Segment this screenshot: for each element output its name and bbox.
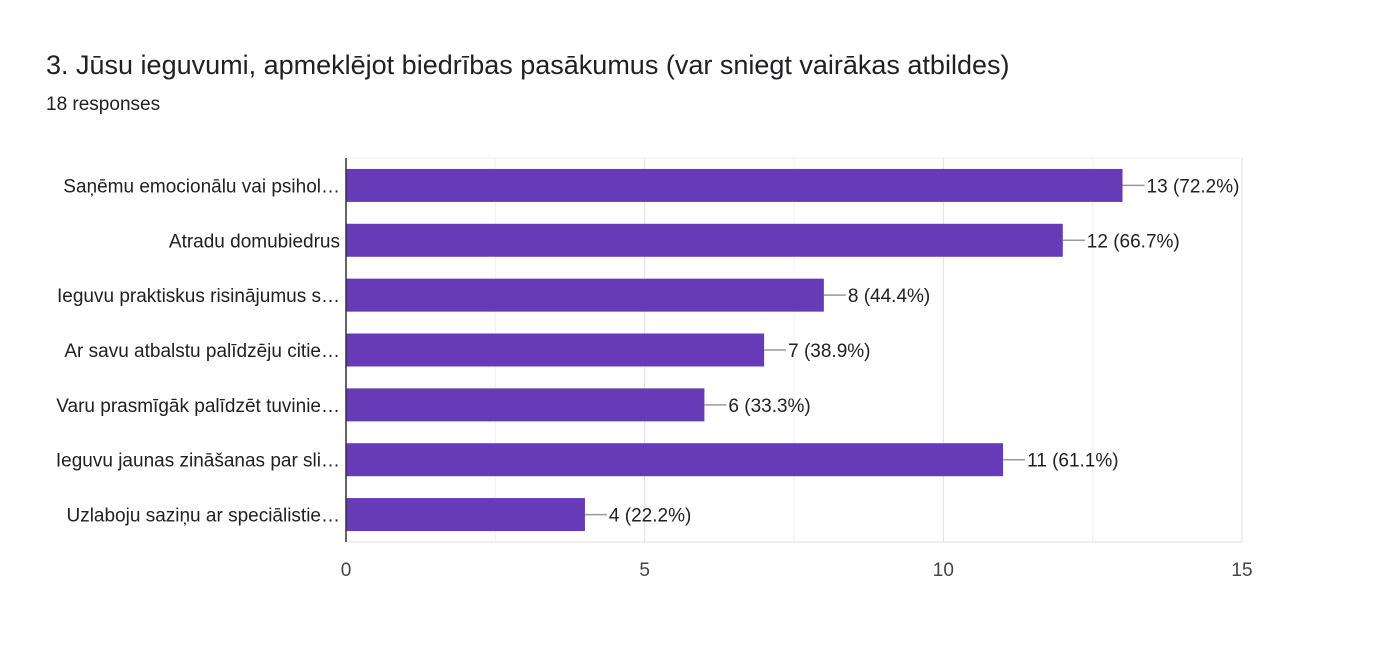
bar [346,278,824,312]
data-label: 4 (22.2%) [609,506,691,527]
data-label: 13 (72.2%) [1147,176,1240,197]
response-count: 18 responses [46,94,161,115]
category-label: Varu prasmīgāk palīdzēt tuvinie… [56,396,340,417]
bar [346,168,1123,202]
category-label: Uzlaboju saziņu ar speciālistie… [66,506,340,527]
category-label: Ieguvu praktiskus risinājumus s… [57,286,340,307]
category-label: Atradu domubiedrus [169,231,340,252]
bar [346,443,1004,477]
data-label: 6 (33.3%) [728,396,810,417]
category-label: Ieguvu jaunas zināšanas par sli… [56,451,340,472]
data-label: 11 (61.1%) [1027,451,1119,472]
bar [346,498,585,532]
question-title: 3. Jūsu ieguvumi, apmeklējot biedrības p… [46,50,1010,80]
bar [346,388,705,422]
x-tick-label: 15 [1231,560,1252,581]
bar [346,333,765,367]
x-tick-label: 10 [933,560,954,581]
data-label: 8 (44.4%) [848,286,930,307]
bar [346,223,1063,257]
x-tick-label: 0 [341,560,352,581]
data-label: 7 (38.9%) [788,341,870,362]
x-tick-label: 5 [639,560,650,581]
category-label: Saņēmu emocionālu vai psihol… [63,176,340,197]
data-label: 12 (66.7%) [1087,231,1180,252]
category-label: Ar savu atbalstu palīdzēju citie… [64,341,340,362]
